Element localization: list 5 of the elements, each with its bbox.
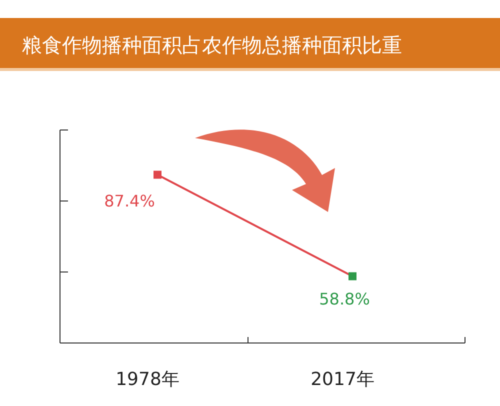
data-label: 87.4% [104,192,155,211]
x-tick-label: 1978年 [116,369,180,390]
data-label: 58.8% [319,289,370,308]
chart-title: 粮食作物播种面积占农作物总播种面积比重 [22,33,402,57]
x-tick-label: 2017年 [310,369,374,390]
